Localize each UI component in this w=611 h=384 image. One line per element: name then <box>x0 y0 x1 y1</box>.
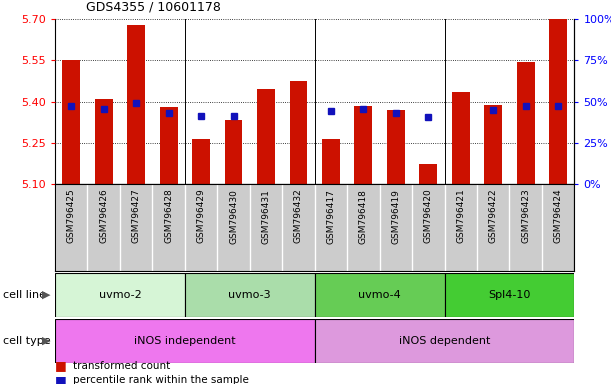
Text: GSM796423: GSM796423 <box>521 189 530 243</box>
Bar <box>517 62 535 184</box>
Text: GSM796420: GSM796420 <box>424 189 433 243</box>
Bar <box>185 273 315 317</box>
Text: uvmo-4: uvmo-4 <box>358 290 401 300</box>
Bar <box>127 25 145 184</box>
Bar <box>55 319 315 363</box>
Text: GSM796431: GSM796431 <box>262 189 271 243</box>
Text: ■: ■ <box>55 359 67 372</box>
Bar <box>159 107 178 184</box>
Text: GSM796422: GSM796422 <box>489 189 498 243</box>
Text: GSM796427: GSM796427 <box>131 189 141 243</box>
Bar <box>55 273 185 317</box>
Text: GSM796430: GSM796430 <box>229 189 238 243</box>
Bar <box>419 164 437 184</box>
Text: ■: ■ <box>55 374 67 384</box>
Text: GSM796425: GSM796425 <box>67 189 76 243</box>
Text: GSM796417: GSM796417 <box>326 189 335 243</box>
Bar <box>354 106 372 184</box>
Bar <box>452 92 470 184</box>
Bar <box>444 273 574 317</box>
Text: GSM796418: GSM796418 <box>359 189 368 243</box>
Bar <box>549 19 567 184</box>
Bar <box>315 319 574 363</box>
Text: GSM796424: GSM796424 <box>554 189 563 243</box>
Text: uvmo-2: uvmo-2 <box>98 290 141 300</box>
Text: GSM796428: GSM796428 <box>164 189 173 243</box>
Bar <box>290 81 307 184</box>
Bar <box>387 110 404 184</box>
Bar <box>62 61 80 184</box>
Text: uvmo-3: uvmo-3 <box>229 290 271 300</box>
Bar <box>257 89 275 184</box>
Bar <box>95 99 112 184</box>
Text: iNOS independent: iNOS independent <box>134 336 236 346</box>
Text: transformed count: transformed count <box>73 361 170 371</box>
Text: ▶: ▶ <box>42 290 50 300</box>
Bar <box>225 120 243 184</box>
Bar <box>192 139 210 184</box>
Text: GSM796429: GSM796429 <box>197 189 205 243</box>
Bar <box>485 104 502 184</box>
Text: GDS4355 / 10601178: GDS4355 / 10601178 <box>86 0 221 13</box>
Text: cell type: cell type <box>3 336 51 346</box>
Bar <box>322 139 340 184</box>
Bar <box>315 273 444 317</box>
Text: Spl4-10: Spl4-10 <box>488 290 530 300</box>
Text: GSM796432: GSM796432 <box>294 189 303 243</box>
Text: GSM796421: GSM796421 <box>456 189 465 243</box>
Text: GSM796426: GSM796426 <box>99 189 108 243</box>
Text: percentile rank within the sample: percentile rank within the sample <box>73 375 249 384</box>
Text: iNOS dependent: iNOS dependent <box>399 336 490 346</box>
Text: ▶: ▶ <box>42 336 50 346</box>
Text: GSM796419: GSM796419 <box>391 189 400 243</box>
Text: cell line: cell line <box>3 290 46 300</box>
